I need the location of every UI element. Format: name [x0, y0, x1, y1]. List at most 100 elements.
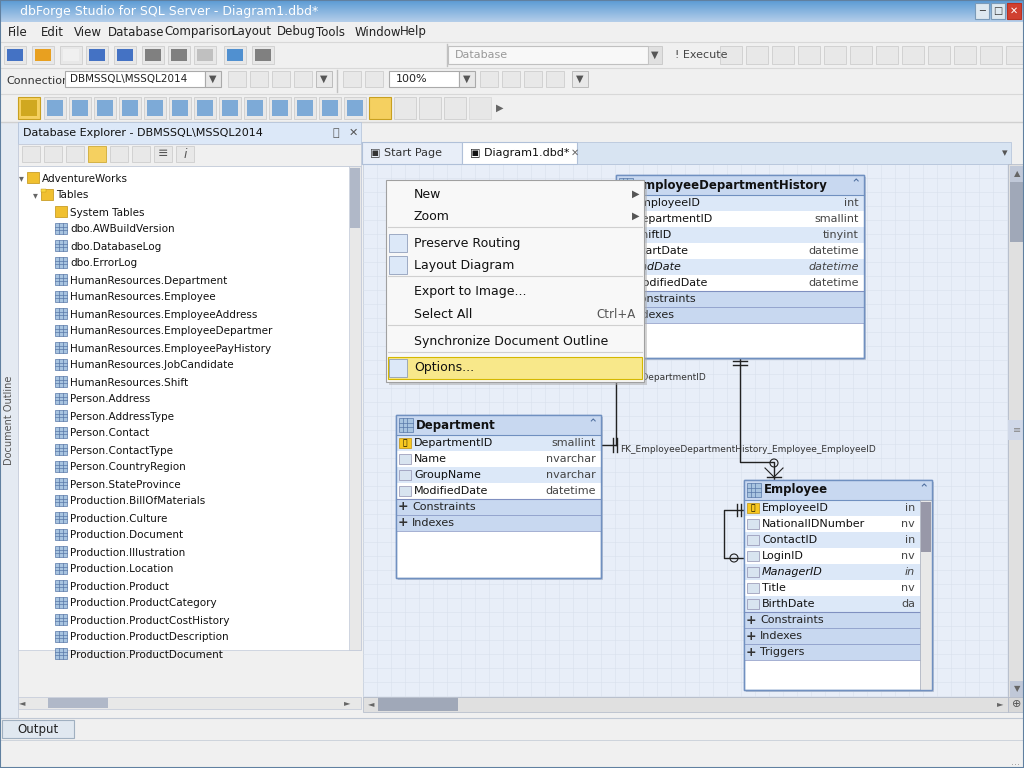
FancyBboxPatch shape	[55, 223, 67, 234]
Text: Person.CountryRegion: Person.CountryRegion	[70, 462, 185, 472]
Text: DepartmentID: DepartmentID	[634, 214, 714, 224]
Text: ⌃: ⌃	[919, 484, 929, 496]
FancyBboxPatch shape	[55, 274, 67, 285]
FancyBboxPatch shape	[399, 470, 411, 480]
Text: nv: nv	[901, 551, 915, 561]
FancyBboxPatch shape	[618, 177, 866, 360]
FancyBboxPatch shape	[69, 97, 91, 119]
FancyBboxPatch shape	[97, 100, 113, 116]
FancyBboxPatch shape	[744, 612, 932, 628]
FancyBboxPatch shape	[746, 503, 759, 513]
Text: tinyint: tinyint	[823, 230, 859, 240]
FancyBboxPatch shape	[720, 46, 742, 64]
FancyBboxPatch shape	[744, 628, 932, 644]
Text: Production.Culture: Production.Culture	[70, 514, 167, 524]
Text: ...: ...	[1011, 757, 1020, 767]
FancyBboxPatch shape	[396, 515, 601, 531]
Text: Indexes: Indexes	[412, 518, 455, 528]
FancyBboxPatch shape	[55, 240, 67, 251]
FancyBboxPatch shape	[0, 0, 1024, 1]
FancyBboxPatch shape	[197, 49, 213, 61]
FancyBboxPatch shape	[469, 97, 490, 119]
FancyBboxPatch shape	[616, 211, 864, 227]
FancyBboxPatch shape	[41, 189, 46, 192]
FancyBboxPatch shape	[316, 71, 332, 87]
Text: Production.ProductCostHistory: Production.ProductCostHistory	[70, 615, 229, 625]
FancyBboxPatch shape	[272, 100, 288, 116]
FancyBboxPatch shape	[227, 49, 243, 61]
Text: System Tables: System Tables	[70, 207, 144, 217]
FancyBboxPatch shape	[396, 435, 601, 451]
FancyBboxPatch shape	[394, 97, 416, 119]
FancyBboxPatch shape	[55, 648, 67, 659]
FancyBboxPatch shape	[746, 519, 759, 529]
FancyBboxPatch shape	[744, 596, 920, 612]
FancyBboxPatch shape	[362, 164, 1008, 697]
FancyBboxPatch shape	[480, 71, 498, 87]
FancyBboxPatch shape	[744, 500, 920, 516]
FancyBboxPatch shape	[44, 146, 62, 162]
Text: ►: ►	[344, 699, 350, 707]
FancyBboxPatch shape	[618, 178, 633, 192]
Text: NationalIDNumber: NationalIDNumber	[762, 519, 865, 529]
FancyBboxPatch shape	[176, 146, 194, 162]
FancyBboxPatch shape	[48, 698, 108, 708]
FancyBboxPatch shape	[616, 291, 864, 307]
Text: Production.ProductDocument: Production.ProductDocument	[70, 650, 223, 660]
FancyBboxPatch shape	[744, 516, 920, 532]
Text: AdventureWorks: AdventureWorks	[42, 174, 128, 184]
Text: nv: nv	[901, 519, 915, 529]
FancyBboxPatch shape	[228, 71, 246, 87]
Text: 🔑: 🔑	[623, 247, 628, 256]
FancyBboxPatch shape	[294, 97, 316, 119]
Text: Comparison: Comparison	[164, 25, 234, 38]
Text: HumanResources.EmployeePayHistory: HumanResources.EmployeePayHistory	[70, 343, 271, 353]
FancyBboxPatch shape	[389, 256, 407, 274]
FancyBboxPatch shape	[616, 243, 864, 259]
FancyBboxPatch shape	[396, 483, 601, 499]
FancyBboxPatch shape	[55, 376, 67, 387]
Text: EmployeeID: EmployeeID	[762, 503, 828, 513]
Text: ContactID: ContactID	[762, 535, 817, 545]
FancyBboxPatch shape	[648, 46, 662, 64]
Text: ModifiedDate: ModifiedDate	[414, 486, 488, 496]
FancyBboxPatch shape	[0, 8, 1024, 9]
FancyBboxPatch shape	[744, 548, 920, 564]
Text: Constraints: Constraints	[412, 502, 475, 512]
FancyBboxPatch shape	[0, 14, 1024, 15]
FancyBboxPatch shape	[389, 183, 647, 385]
FancyBboxPatch shape	[172, 100, 188, 116]
Text: Select All: Select All	[414, 307, 472, 320]
Text: ▼: ▼	[577, 74, 584, 84]
Text: ▶: ▶	[632, 211, 640, 221]
FancyBboxPatch shape	[60, 46, 82, 64]
Text: New: New	[414, 187, 441, 200]
FancyBboxPatch shape	[0, 7, 1024, 8]
Text: ▼: ▼	[1014, 684, 1020, 694]
FancyBboxPatch shape	[55, 597, 67, 608]
FancyBboxPatch shape	[0, 20, 1024, 21]
FancyBboxPatch shape	[618, 246, 631, 256]
FancyBboxPatch shape	[27, 172, 39, 183]
Text: Indexes: Indexes	[760, 631, 803, 641]
FancyBboxPatch shape	[168, 46, 190, 64]
Text: EmployeeID: EmployeeID	[634, 198, 700, 208]
FancyBboxPatch shape	[0, 718, 1024, 740]
Text: Person.Address: Person.Address	[70, 395, 151, 405]
Text: ▣ Start Page: ▣ Start Page	[370, 148, 442, 158]
FancyBboxPatch shape	[0, 9, 1024, 10]
Text: ▣ Diagram1.dbd*: ▣ Diagram1.dbd*	[470, 148, 569, 158]
Text: DepartmentID: DepartmentID	[414, 438, 494, 448]
Text: ▼: ▼	[651, 50, 658, 60]
FancyBboxPatch shape	[928, 46, 950, 64]
FancyBboxPatch shape	[0, 5, 1024, 6]
Text: HumanResources.EmployeeAddress: HumanResources.EmployeeAddress	[70, 310, 257, 319]
FancyBboxPatch shape	[55, 495, 67, 506]
FancyBboxPatch shape	[18, 166, 361, 650]
Text: +: +	[745, 645, 757, 658]
Text: Database Explorer - DBMSSQL\MSSQL2014: Database Explorer - DBMSSQL\MSSQL2014	[23, 128, 263, 138]
FancyBboxPatch shape	[746, 535, 759, 545]
FancyBboxPatch shape	[55, 580, 67, 591]
Text: in: in	[905, 567, 915, 577]
FancyBboxPatch shape	[55, 427, 67, 438]
